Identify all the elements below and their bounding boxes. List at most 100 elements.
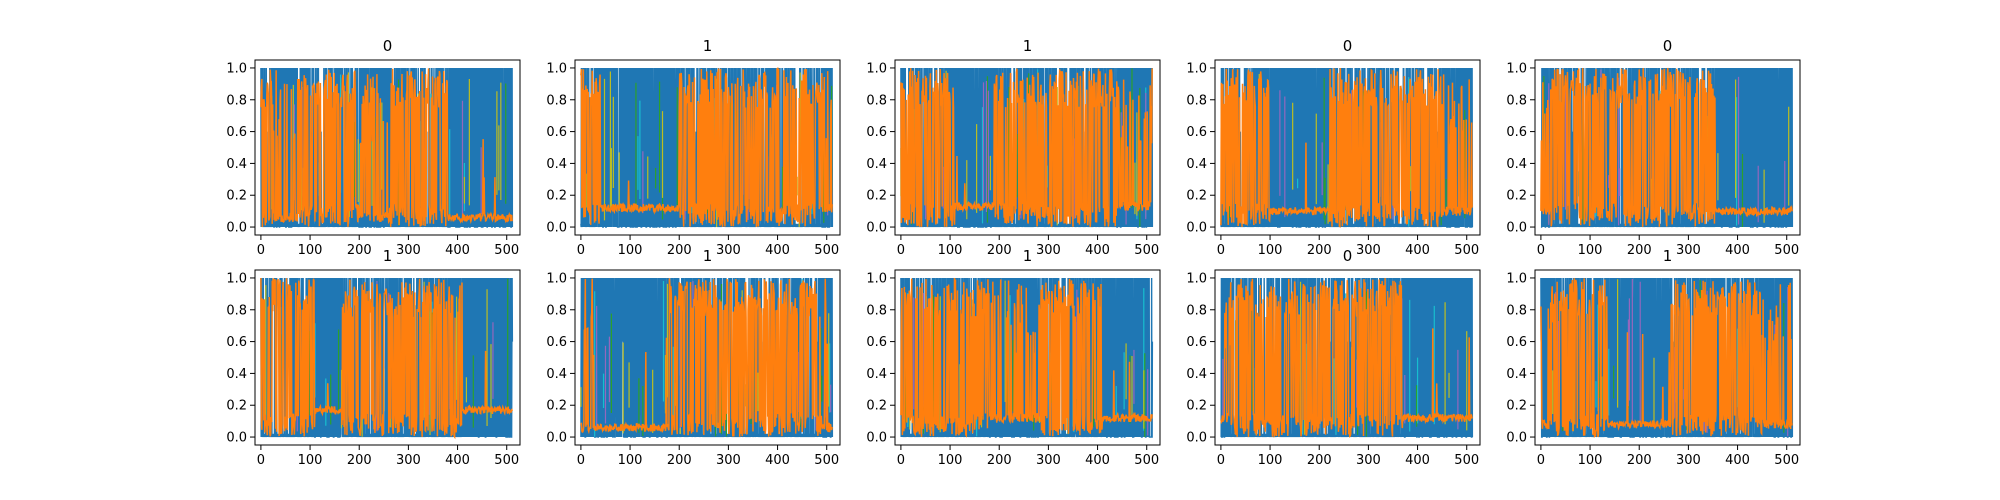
x-tick-label: 300 xyxy=(396,453,421,468)
x-tick-label: 0 xyxy=(1537,453,1545,468)
x-tick-label: 500 xyxy=(1774,243,1799,258)
x-tick-label: 100 xyxy=(1258,453,1283,468)
axes-frame xyxy=(894,59,1161,236)
subplot-6: 0 100 200 300 400 500 0.0 0.2 0.4 0.6 0.8 1.0 1 xyxy=(546,247,841,468)
x-tick-label: 200 xyxy=(1307,453,1332,468)
subplot-title: 0 xyxy=(1663,37,1673,55)
y-tick-label: 1.0 xyxy=(226,61,247,76)
series-line xyxy=(260,68,513,228)
x-tick-label: 400 xyxy=(445,453,470,468)
y-tick-label: 0.0 xyxy=(1506,221,1527,236)
subplot-title: 0 xyxy=(1343,37,1353,55)
x-tick-label: 200 xyxy=(667,453,692,468)
y-tick-label: 0.0 xyxy=(226,221,247,236)
subplot-title: 1 xyxy=(1023,37,1033,55)
subplot-title: 1 xyxy=(703,37,713,55)
y-tick-label: 0.2 xyxy=(1186,189,1207,204)
x-tick-label: 400 xyxy=(1405,243,1430,258)
subplot-3: 0 100 200 300 400 500 0.0 0.2 0.4 0.6 0.8 1.0 0 xyxy=(1186,37,1481,258)
plot-area xyxy=(900,277,1154,439)
y-tick-label: 0.4 xyxy=(866,367,887,382)
x-tick-label: 100 xyxy=(938,453,963,468)
x-tick-label: 100 xyxy=(1578,243,1603,258)
x-tick-label: 200 xyxy=(1627,453,1652,468)
axes-frame xyxy=(1214,269,1481,446)
y-tick-label: 0.2 xyxy=(546,189,567,204)
x-tick-label: 200 xyxy=(347,453,372,468)
axes-frame xyxy=(894,269,1161,446)
y-tick-label: 0.2 xyxy=(866,189,887,204)
plot-area xyxy=(900,67,1154,228)
y-tick-label: 0.2 xyxy=(1506,399,1527,414)
subplot-title: 1 xyxy=(703,247,713,265)
y-tick-label: 0.0 xyxy=(546,221,567,236)
subplot-title: 0 xyxy=(1343,247,1353,265)
y-tick-label: 0.8 xyxy=(546,303,567,318)
series-line xyxy=(580,67,833,228)
y-tick-label: 0.0 xyxy=(546,431,567,446)
x-tick-label: 300 xyxy=(716,453,741,468)
x-tick-label: 400 xyxy=(445,243,470,258)
x-tick-label: 300 xyxy=(1036,453,1061,468)
x-tick-label: 500 xyxy=(1454,243,1479,258)
y-tick-label: 0.0 xyxy=(226,431,247,446)
y-tick-label: 1.0 xyxy=(866,271,887,286)
x-tick-label: 0 xyxy=(577,243,585,258)
series-line xyxy=(1540,67,1793,227)
axes-frame xyxy=(574,59,841,236)
series-line xyxy=(1540,278,1793,438)
subplot-title: 1 xyxy=(1663,247,1673,265)
y-tick-label: 0.0 xyxy=(866,221,887,236)
x-tick-label: 400 xyxy=(765,453,790,468)
y-tick-label: 1.0 xyxy=(866,61,887,76)
y-tick-label: 0.2 xyxy=(226,189,247,204)
x-tick-label: 500 xyxy=(494,453,519,468)
y-tick-label: 1.0 xyxy=(1186,61,1207,76)
y-tick-label: 0.8 xyxy=(1186,93,1207,108)
x-tick-label: 500 xyxy=(814,453,839,468)
subplot-0: 0 100 200 300 400 500 0.0 0.2 0.4 0.6 0.8 1.0 0 xyxy=(226,37,521,258)
y-tick-label: 0.2 xyxy=(1506,189,1527,204)
axes-frame xyxy=(254,269,521,446)
y-tick-label: 0.8 xyxy=(226,93,247,108)
series-line xyxy=(580,278,833,437)
x-tick-label: 500 xyxy=(494,243,519,258)
y-tick-label: 0.6 xyxy=(1506,335,1527,350)
x-tick-label: 500 xyxy=(1774,453,1799,468)
x-tick-label: 400 xyxy=(1085,453,1110,468)
subplot-2: 0 100 200 300 400 500 0.0 0.2 0.4 0.6 0.8 1.0 1 xyxy=(866,37,1161,258)
x-tick-label: 100 xyxy=(618,453,643,468)
y-tick-label: 0.6 xyxy=(546,335,567,350)
axes-frame xyxy=(1214,59,1481,236)
y-tick-label: 0.8 xyxy=(546,93,567,108)
subplot-8: 0 100 200 300 400 500 0.0 0.2 0.4 0.6 0.8 1.0 0 xyxy=(1186,247,1481,468)
x-tick-label: 300 xyxy=(396,243,421,258)
y-tick-label: 0.2 xyxy=(866,399,887,414)
x-tick-label: 0 xyxy=(1537,243,1545,258)
x-tick-label: 200 xyxy=(347,243,372,258)
x-tick-label: 200 xyxy=(987,243,1012,258)
subplot-1: 0 100 200 300 400 500 0.0 0.2 0.4 0.6 0.8 1.0 1 xyxy=(546,37,841,258)
subplot-9: 0 100 200 300 400 500 0.0 0.2 0.4 0.6 0.8 1.0 1 xyxy=(1506,247,1801,468)
y-tick-label: 0.2 xyxy=(546,399,567,414)
y-tick-label: 0.4 xyxy=(226,367,247,382)
plot-area xyxy=(1540,277,1794,438)
y-tick-label: 1.0 xyxy=(1506,61,1527,76)
series-line xyxy=(260,278,513,440)
y-tick-label: 0.0 xyxy=(1186,431,1207,446)
x-tick-label: 0 xyxy=(257,453,265,468)
x-tick-label: 100 xyxy=(1258,243,1283,258)
y-tick-label: 0.6 xyxy=(866,125,887,140)
subplot-7: 0 100 200 300 400 500 0.0 0.2 0.4 0.6 0.8 1.0 1 xyxy=(866,247,1161,468)
x-tick-label: 300 xyxy=(716,243,741,258)
plot-area xyxy=(260,277,514,440)
x-tick-label: 100 xyxy=(1578,453,1603,468)
y-tick-label: 0.4 xyxy=(1186,157,1207,172)
x-tick-label: 500 xyxy=(1134,453,1159,468)
x-tick-label: 300 xyxy=(1356,453,1381,468)
y-tick-label: 0.4 xyxy=(1506,157,1527,172)
y-tick-label: 0.0 xyxy=(1186,221,1207,236)
x-tick-label: 100 xyxy=(618,243,643,258)
x-tick-label: 500 xyxy=(1134,243,1159,258)
y-tick-label: 0.4 xyxy=(226,157,247,172)
